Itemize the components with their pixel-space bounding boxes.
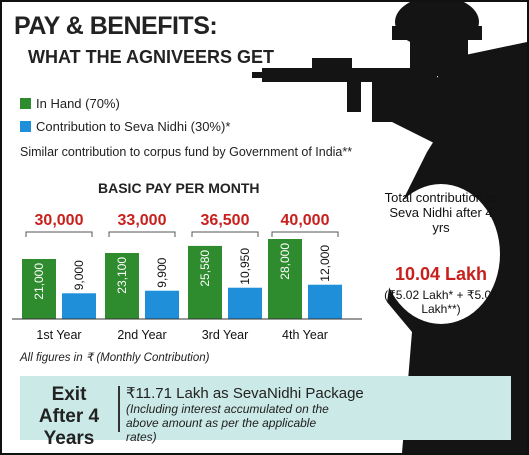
seva-nidhi-bar (308, 284, 342, 319)
total-breakdown: (₹5.02 Lakh* + ₹5.02 Lakh**) (384, 288, 498, 316)
total-label: Total contribution to Seva Nidhi after 4… (384, 190, 498, 235)
exit-divider (118, 386, 120, 432)
pay-bracket (108, 231, 176, 237)
category-label: 1st Year (36, 328, 81, 342)
seva-nidhi-bar (145, 290, 179, 319)
bar-value-label: 28,000 (278, 243, 292, 280)
legend-label: Contribution to Seva Nidhi (30%)* (36, 119, 231, 134)
pay-bracket (271, 231, 339, 237)
pay-bracket (191, 231, 259, 237)
legend-item-in-hand: In Hand (70%) (20, 96, 120, 111)
basic-pay-label: 30,000 (35, 212, 84, 229)
bar-value-label: 9,900 (155, 257, 169, 287)
bar-value-label: 12,000 (318, 245, 332, 282)
exit-amount: ₹11.71 Lakh as SevaNidhi Package (126, 385, 364, 402)
category-label: 3rd Year (202, 328, 249, 342)
page-title: PAY & BENEFITS: (14, 12, 218, 40)
currency-footnote: All figures in ₹ (Monthly Contribution) (20, 352, 210, 364)
in-hand-bar (268, 239, 302, 319)
legend-swatch-green (20, 98, 31, 109)
bar-value-label: 10,950 (238, 248, 252, 285)
seva-nidhi-bar (62, 293, 96, 319)
pay-bracket (25, 231, 93, 237)
government-note: Similar contribution to corpus fund by G… (20, 145, 353, 159)
basic-pay-label: 33,000 (118, 212, 167, 229)
legend-label: In Hand (70%) (36, 96, 120, 111)
exit-label: Exit After 4 Years (38, 384, 100, 449)
page-subtitle: WHAT THE AGNIVEERS GET (28, 47, 275, 67)
in-hand-bar (22, 259, 56, 319)
total-value: 10.04 Lakh (394, 264, 488, 284)
bar-value-label: 21,000 (32, 263, 46, 300)
exit-package-box (20, 376, 511, 440)
total-contribution-circle (382, 184, 500, 324)
seva-nidhi-bar (228, 287, 262, 319)
category-label: 2nd Year (117, 328, 166, 342)
legend-swatch-blue (20, 121, 31, 132)
legend-item-seva-nidhi: Contribution to Seva Nidhi (30%)* (20, 119, 230, 134)
in-hand-bar (188, 245, 222, 319)
exit-detail: (Including interest accumulated on the a… (126, 402, 329, 444)
in-hand-bar (105, 253, 139, 319)
pay-bar-chart: 30,000 21,000 9,000 1st Year 33,000 23,100 9,9… (12, 212, 362, 342)
bar-value-label: 9,000 (72, 260, 86, 290)
bar-value-label: 23,100 (115, 257, 129, 294)
basic-pay-label: 40,000 (281, 212, 330, 229)
basic-pay-label: 36,500 (201, 212, 250, 229)
category-label: 4th Year (282, 328, 328, 342)
chart-heading: BASIC PAY PER MONTH (98, 180, 260, 196)
bar-value-label: 25,580 (198, 250, 212, 287)
